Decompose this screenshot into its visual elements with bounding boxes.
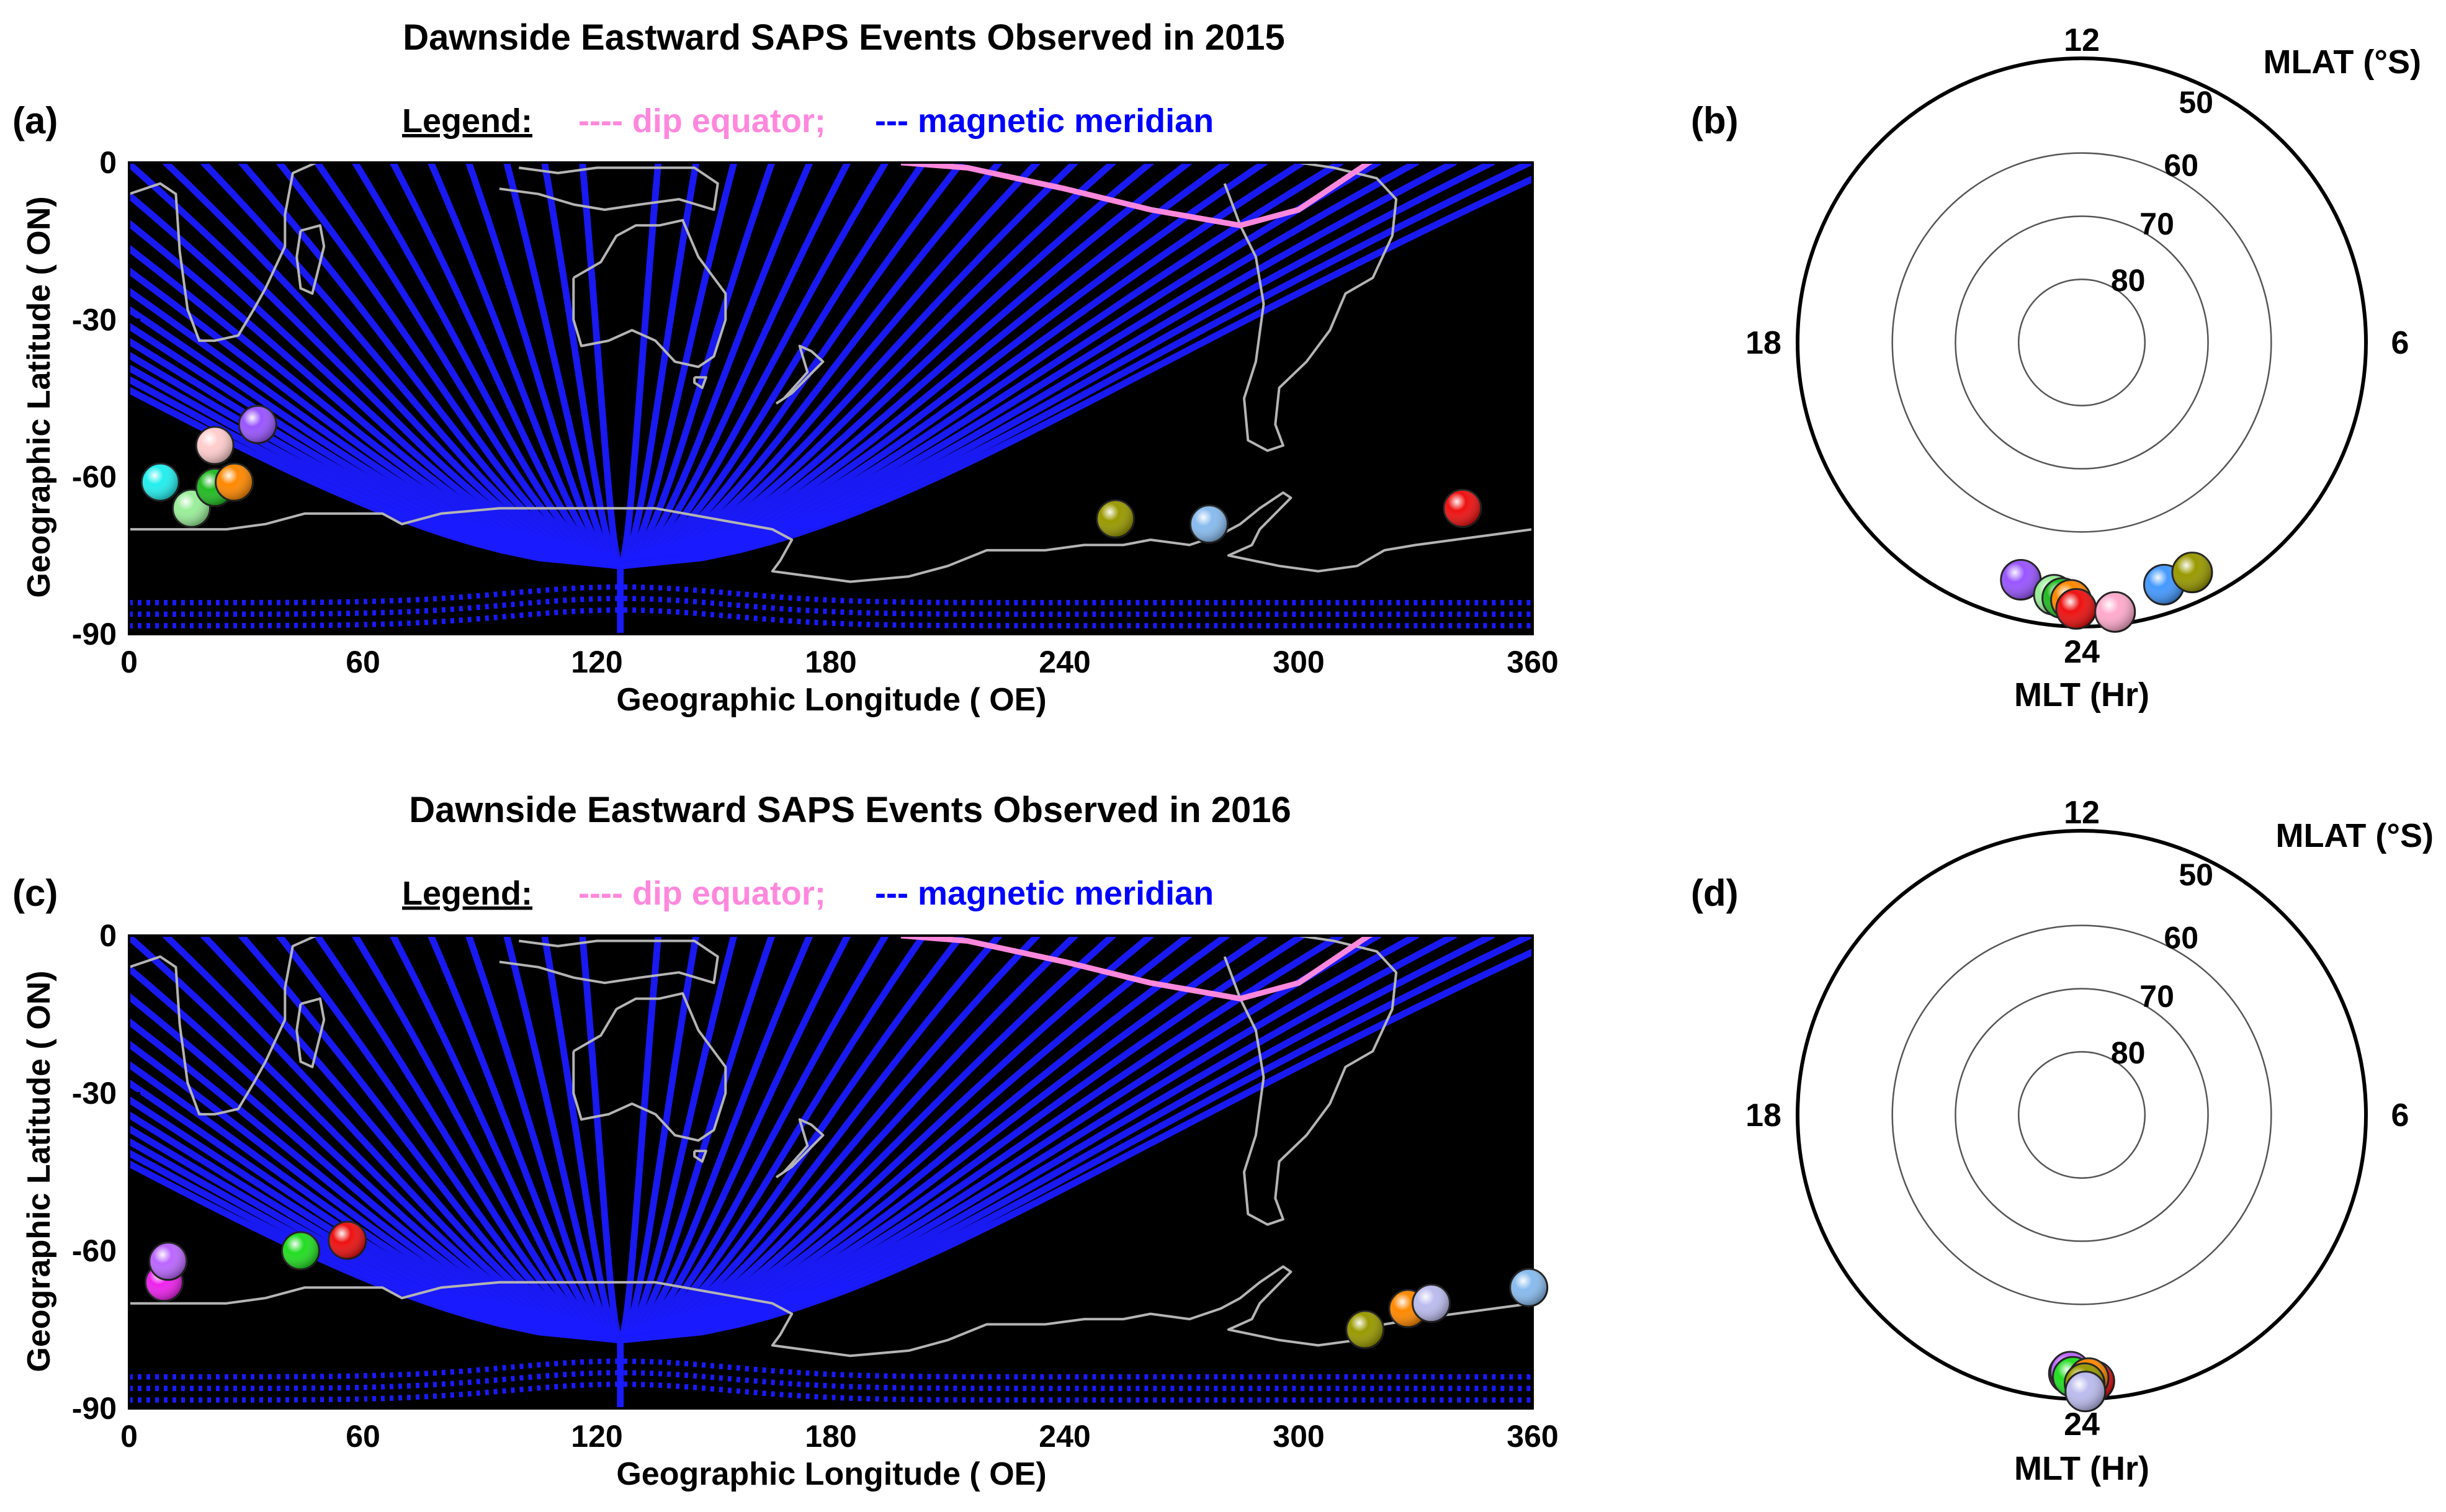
legend-a-dip-equator: ---- dip equator; [578, 102, 826, 140]
radial-tick-label: 60 [2164, 148, 2198, 182]
panel-c-label: (c) [12, 872, 58, 914]
map-a-layers [129, 163, 1533, 634]
y-tick-label: -90 [72, 1391, 117, 1426]
panel-a-label: (a) [12, 100, 58, 141]
event-marker [2064, 1371, 2107, 1413]
polar-b: 50 60 70 80 12 18 24 6 [1745, 22, 2409, 670]
event-marker [148, 1241, 188, 1281]
radial-tick-label: 80 [2111, 263, 2146, 298]
x-tick-label: 360 [1507, 1419, 1558, 1454]
polar-d-rlabel: MLAT (°S) [2275, 817, 2434, 854]
event-marker [1509, 1268, 1549, 1307]
y-tick-label: -30 [72, 1076, 117, 1111]
x-tick-label: 180 [805, 645, 856, 679]
map-a-points [140, 405, 1482, 544]
map-c-xlabel: Geographic Longitude ( OE) [616, 1456, 1046, 1492]
x-tick-label: 240 [1039, 1419, 1090, 1454]
map-a-xlabel: Geographic Longitude ( OE) [616, 682, 1046, 718]
x-tick-label: 180 [805, 1419, 856, 1454]
legend-c-dip-equator: ---- dip equator; [578, 875, 826, 912]
event-marker [2171, 552, 2213, 594]
y-tick-label: 0 [99, 145, 117, 180]
y-tick-label: -60 [72, 1233, 117, 1268]
legend-a-heading: Legend: [402, 102, 532, 140]
x-tick-label: 240 [1039, 645, 1090, 679]
y-tick-label: -60 [72, 460, 117, 494]
event-marker [1412, 1284, 1451, 1323]
map-c-layers [129, 936, 1533, 1408]
event-marker [1345, 1310, 1385, 1349]
angular-tick-label: 24 [2064, 1407, 2100, 1443]
angular-tick-label: 18 [1745, 325, 1781, 361]
polar-grid-ring [2017, 278, 2146, 407]
x-tick-label: 60 [346, 1419, 380, 1454]
legend-c-heading: Legend: [402, 875, 532, 912]
map-c-points [145, 1220, 1549, 1349]
angular-tick-label: 12 [2064, 22, 2100, 58]
panel-a-title: Dawnside Eastward SAPS Events Observed i… [403, 17, 1285, 58]
map-c-axes: 0 60 120 180 240 300 360 0 -30 -60 -90 [72, 918, 1559, 1454]
x-tick-label: 0 [120, 1419, 138, 1454]
angular-tick-label: 24 [2064, 634, 2100, 670]
polar-d: 50 60 70 80 12 18 24 6 [1745, 795, 2409, 1443]
polar-outer-ring [1796, 829, 2368, 1401]
angular-tick-label: 12 [2064, 795, 2100, 831]
polar-b-rlabel: MLAT (°S) [2263, 43, 2421, 81]
event-marker [1189, 504, 1229, 544]
y-tick-label: 0 [99, 918, 117, 953]
x-tick-label: 120 [571, 645, 622, 679]
radial-tick-label: 70 [2139, 207, 2174, 241]
map-c-ylabel: Geographic Latitude ( ON) [21, 970, 57, 1372]
event-marker [238, 405, 277, 444]
x-tick-label: 300 [1273, 645, 1324, 679]
x-tick-label: 60 [346, 645, 380, 679]
angular-tick-label: 6 [2391, 1098, 2409, 1134]
map-a-axes: 0 60 120 180 240 300 360 0 -30 -60 -90 [72, 145, 1559, 679]
x-tick-label: 300 [1273, 1419, 1324, 1454]
legend-c-meridian: --- magnetic meridian [875, 875, 1214, 912]
x-tick-label: 120 [571, 1419, 622, 1454]
legend-a-meridian: --- magnetic meridian [875, 102, 1214, 140]
panel-d: (d) MLAT (°S) 50 60 70 80 12 18 24 6 MLT (Hr) [1691, 795, 2434, 1487]
radial-tick-label: 50 [2179, 85, 2213, 120]
polar-grid-ring [1955, 988, 2209, 1242]
polar-grid-ring [1891, 152, 2272, 533]
event-marker [328, 1220, 367, 1260]
x-tick-label: 0 [120, 645, 138, 679]
polar-grid-ring [2017, 1050, 2146, 1179]
angular-tick-label: 6 [2391, 325, 2409, 361]
event-marker [2000, 558, 2042, 601]
panel-c: Dawnside Eastward SAPS Events Observed i… [12, 790, 1559, 1492]
event-marker [2055, 588, 2097, 630]
event-marker [2094, 591, 2136, 633]
radial-tick-label: 50 [2179, 857, 2213, 892]
y-tick-label: -30 [72, 302, 117, 337]
polar-grid-ring [1891, 924, 2272, 1305]
event-marker [280, 1231, 320, 1271]
event-marker [1096, 499, 1136, 539]
radial-tick-label: 70 [2139, 979, 2174, 1014]
map-a-ylabel: Geographic Latitude ( ON) [21, 196, 57, 597]
angular-tick-label: 18 [1745, 1098, 1781, 1134]
event-marker [1443, 488, 1482, 528]
x-tick-label: 360 [1507, 645, 1558, 679]
event-marker [140, 462, 180, 502]
polar-outer-ring [1796, 56, 2368, 629]
polar-grid-ring [1955, 215, 2209, 470]
event-marker [195, 426, 235, 465]
polar-d-tlabel: MLT (Hr) [2014, 1450, 2149, 1487]
panel-d-label: (d) [1691, 872, 1739, 914]
polar-b-tlabel: MLT (Hr) [2014, 676, 2149, 714]
radial-tick-label: 60 [2164, 920, 2198, 955]
event-marker [215, 462, 254, 502]
y-tick-label: -90 [72, 617, 117, 651]
radial-tick-label: 80 [2111, 1036, 2146, 1070]
panel-b-label: (b) [1691, 100, 1739, 141]
panel-b: (b) MLAT (°S) 50 60 70 80 12 18 24 6 MLT (Hr) [1691, 22, 2421, 714]
panel-a: Dawnside Eastward SAPS Events Observed i… [12, 17, 1559, 718]
panel-c-title: Dawnside Eastward SAPS Events Observed i… [409, 790, 1291, 830]
